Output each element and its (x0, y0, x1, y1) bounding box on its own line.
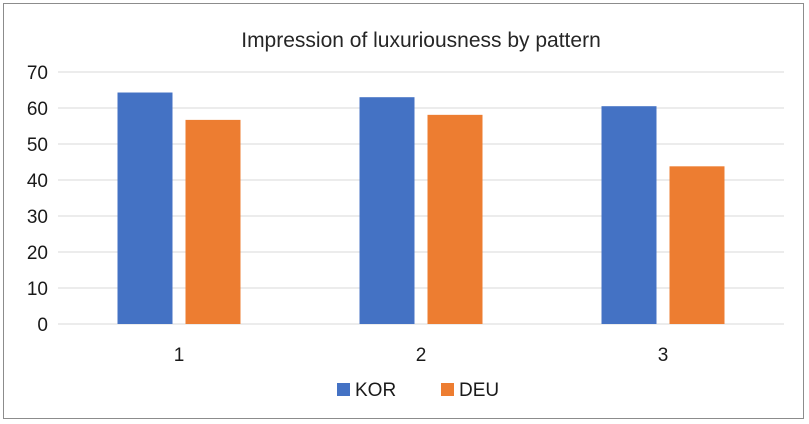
x-tick-label: 1 (174, 345, 185, 366)
y-tick-label: 70 (27, 63, 48, 84)
y-axis-ticks: 0 10 20 30 40 50 60 70 (27, 63, 48, 336)
bar-deu-1 (185, 119, 241, 324)
legend-swatch-kor (337, 383, 350, 396)
bar-kor-1 (117, 92, 173, 325)
y-tick-label: 0 (37, 315, 48, 336)
bars (117, 92, 725, 325)
y-tick-label: 30 (27, 207, 48, 228)
bar-kor-2 (359, 97, 415, 324)
bar-deu-2 (427, 114, 483, 324)
legend: KOR DEU (337, 380, 499, 401)
bar-deu-3 (669, 166, 725, 324)
y-tick-label: 10 (27, 279, 48, 300)
y-tick-label: 60 (27, 99, 48, 120)
x-axis-ticks: 1 2 3 (174, 345, 669, 366)
y-tick-label: 50 (27, 135, 48, 156)
x-tick-label: 2 (416, 345, 427, 366)
legend-swatch-deu (441, 383, 454, 396)
y-tick-label: 20 (27, 243, 48, 264)
x-tick-label: 3 (658, 345, 669, 366)
bar-kor-3 (601, 106, 657, 324)
legend-label-deu: DEU (459, 380, 499, 401)
gridlines (58, 71, 784, 325)
chart-title: Impression of luxuriousness by pattern (241, 29, 601, 52)
legend-label-kor: KOR (355, 380, 396, 401)
y-tick-label: 40 (27, 171, 48, 192)
